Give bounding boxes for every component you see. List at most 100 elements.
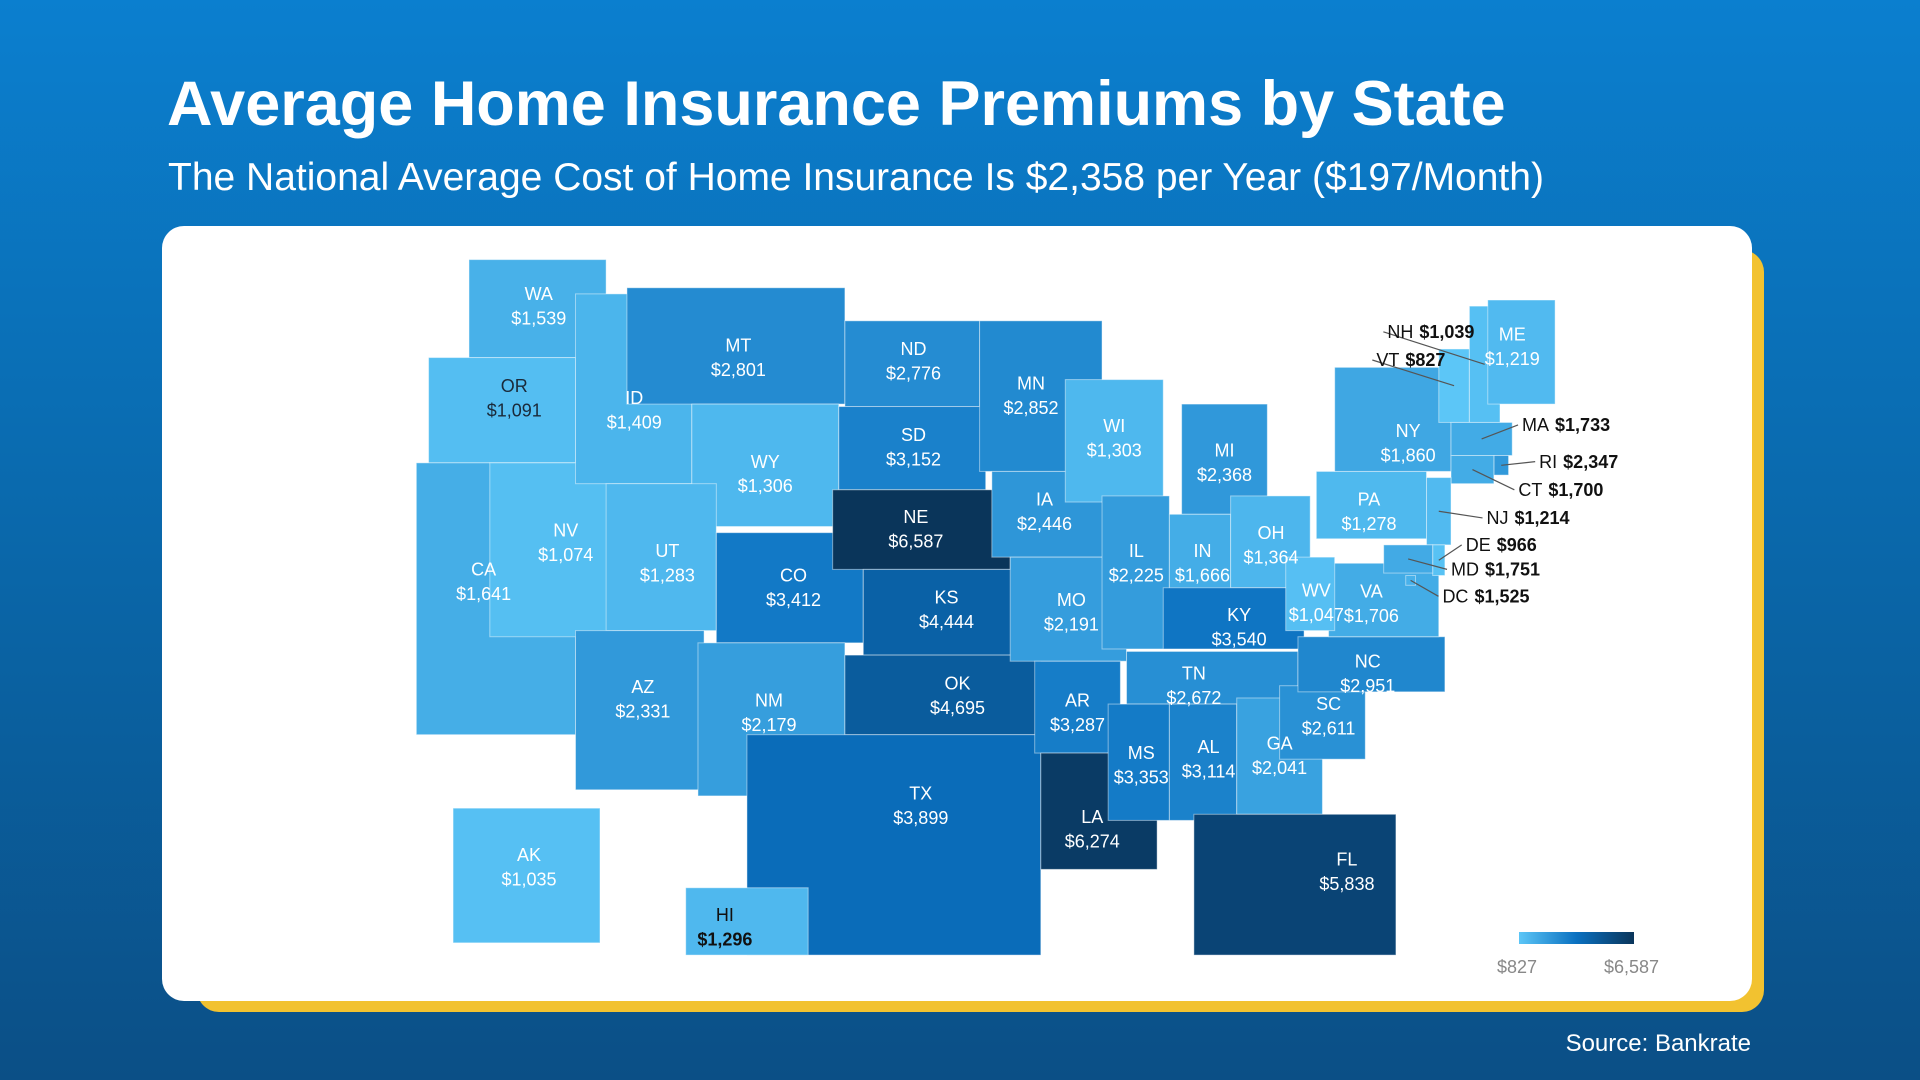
state-value-label: $3,114 [1182, 762, 1236, 782]
state-value-label: $1,091 [487, 400, 542, 420]
state-tn[interactable] [1126, 650, 1299, 705]
state-value-label: $2,191 [1044, 615, 1099, 635]
state-code-label: VA [1360, 582, 1383, 602]
state-code-label: TX [909, 784, 932, 804]
state-value-label: $3,152 [886, 449, 941, 469]
state-code-label: NE [903, 507, 928, 527]
state-ut[interactable] [605, 483, 717, 632]
state-value-label: $1,641 [456, 584, 511, 604]
state-ms[interactable] [1107, 703, 1170, 821]
state-value-label: $2,446 [1017, 514, 1072, 534]
state-value-label: $1,283 [640, 566, 695, 586]
page-title: Average Home Insurance Premiums by State [167, 69, 1506, 139]
state-value-label: $1,219 [1485, 349, 1540, 369]
state-code-label: MI [1214, 441, 1234, 461]
state-code-label: FL [1336, 850, 1357, 870]
state-nc[interactable] [1297, 636, 1446, 693]
state-code-label: OK [945, 673, 971, 693]
state-nv[interactable] [489, 462, 613, 638]
state-code-label: NJ [1487, 508, 1509, 528]
state-code-label: OR [501, 376, 528, 396]
state-code-label: MO [1057, 590, 1086, 610]
state-code-label: AR [1065, 691, 1090, 711]
state-ak[interactable] [452, 807, 601, 944]
state-code-label: IN [1193, 541, 1211, 561]
state-code-label: IL [1129, 541, 1144, 561]
state-value-label: $2,179 [741, 715, 796, 735]
legend-color-bar [1519, 932, 1634, 944]
state-value-label: $827 [1405, 350, 1445, 370]
state-wi[interactable] [1064, 379, 1164, 503]
state-code-label: MA [1522, 415, 1549, 435]
state-ma[interactable] [1450, 421, 1513, 457]
state-code-label: HI [716, 905, 734, 925]
state-value-label: $4,695 [930, 698, 985, 718]
state-value-label: $2,852 [1003, 398, 1058, 418]
state-value-label: $1,306 [738, 476, 793, 496]
state-sd[interactable] [838, 406, 987, 491]
source-note: Source: Bankrate [1565, 1030, 1751, 1057]
state-az[interactable] [575, 630, 705, 791]
callout-line [1408, 558, 1448, 570]
state-code-label: KS [935, 588, 959, 608]
callout-line [1372, 359, 1455, 387]
state-code-label: NV [553, 520, 578, 540]
callout-line [1438, 510, 1483, 519]
state-value-label: $1,074 [538, 545, 593, 565]
state-code-label: NM [755, 691, 783, 711]
callout-line [1481, 424, 1519, 440]
state-dc[interactable] [1405, 575, 1417, 586]
state-code-label: DE [1466, 535, 1491, 555]
state-code-label: ID [625, 388, 643, 408]
state-code-label: AZ [631, 677, 654, 697]
state-ne[interactable] [832, 489, 1011, 570]
state-code-label: NH [1387, 322, 1413, 342]
legend-max-label: $6,587 [1604, 957, 1659, 977]
state-wv[interactable] [1285, 556, 1336, 632]
state-value-label: $1,733 [1555, 415, 1610, 435]
state-me[interactable] [1487, 299, 1556, 405]
state-va[interactable] [1328, 562, 1440, 638]
state-ar[interactable] [1034, 660, 1121, 754]
state-al[interactable] [1168, 703, 1238, 821]
state-or[interactable] [428, 357, 577, 464]
state-code-label: CT [1518, 480, 1542, 500]
state-value-label: $1,409 [607, 413, 662, 433]
state-nd[interactable] [844, 320, 981, 408]
state-code-label: ME [1499, 324, 1526, 344]
state-value-label: $4,444 [919, 612, 974, 632]
state-code-label: WV [1302, 580, 1331, 600]
state-code-label: KY [1227, 605, 1251, 625]
state-hi[interactable] [685, 887, 809, 956]
state-md[interactable] [1383, 544, 1434, 574]
state-value-label: $1,700 [1548, 480, 1603, 500]
state-code-label: WI [1103, 416, 1125, 436]
state-value-label: $1,278 [1341, 514, 1396, 534]
state-code-label: MN [1017, 373, 1045, 393]
state-value-label: $1,303 [1087, 441, 1142, 461]
state-value-label: $1,039 [1419, 322, 1474, 342]
state-code-label: MD [1451, 560, 1479, 580]
state-value-label: $1,751 [1485, 560, 1540, 580]
state-value-label: $2,041 [1252, 758, 1307, 778]
state-value-label: $3,540 [1212, 629, 1267, 649]
state-value-label: $3,287 [1050, 715, 1105, 735]
state-value-label: $1,706 [1344, 606, 1399, 626]
state-value-label: $1,364 [1243, 547, 1298, 567]
state-code-label: AL [1198, 737, 1220, 757]
state-code-label: PA [1358, 490, 1381, 510]
state-ny[interactable] [1334, 366, 1452, 472]
state-value-label: $5,838 [1319, 874, 1374, 894]
state-value-label: $2,331 [615, 702, 670, 722]
state-value-label: $1,539 [511, 308, 566, 328]
state-value-label: $2,672 [1166, 688, 1221, 708]
state-sc[interactable] [1279, 685, 1366, 760]
state-value-label: $6,274 [1065, 831, 1120, 851]
state-fl[interactable] [1193, 813, 1397, 956]
state-il[interactable] [1101, 495, 1170, 650]
callout-line [1383, 331, 1485, 365]
state-ok[interactable] [844, 654, 1042, 736]
state-value-label: $1,035 [501, 869, 556, 889]
state-value-label: $966 [1497, 535, 1537, 555]
